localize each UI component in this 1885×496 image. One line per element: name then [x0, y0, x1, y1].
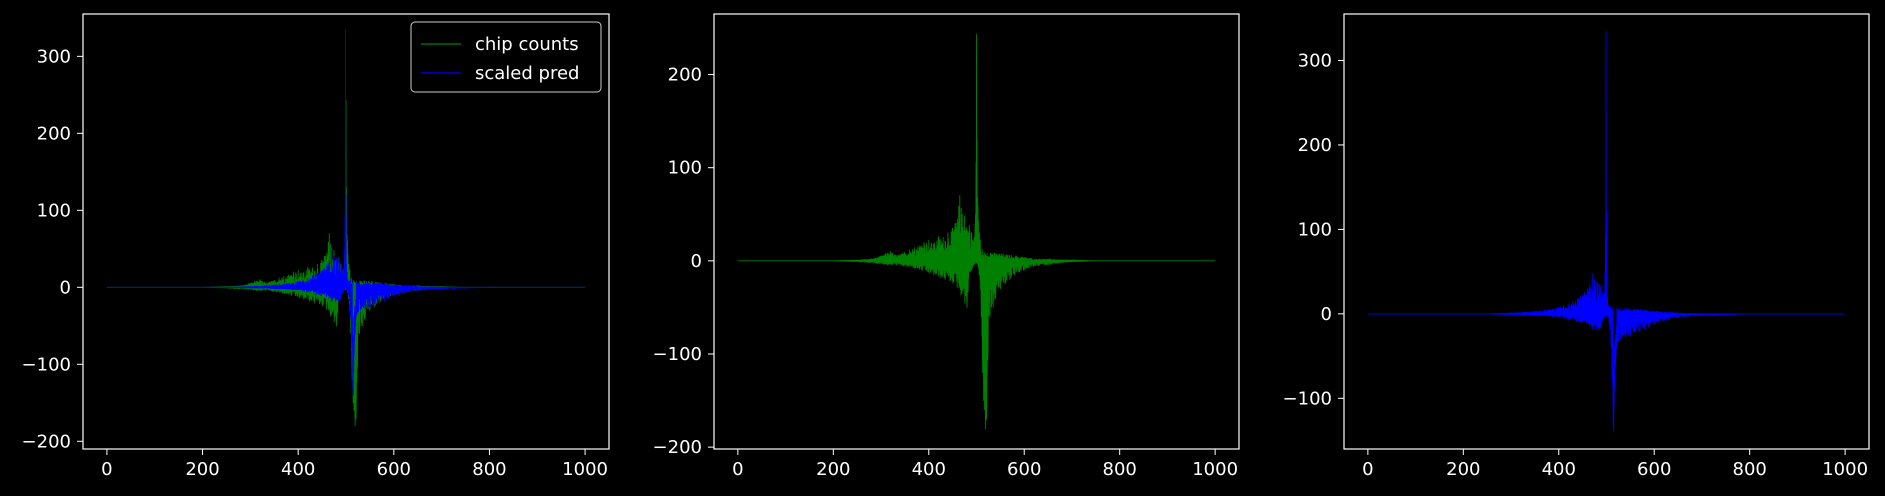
legend-box: [410, 21, 602, 93]
x-tick-label: 600: [377, 459, 411, 480]
legend-label: scaled pred: [475, 63, 579, 84]
y-tick-label: 100: [1298, 219, 1332, 240]
x-tick-label: 200: [1446, 459, 1480, 480]
y-tick-label: 0: [60, 277, 71, 298]
x-tick-label: 1000: [562, 459, 608, 480]
y-tick-label: −200: [22, 431, 71, 452]
y-tick-label: −100: [22, 354, 71, 375]
y-tick-label: 100: [668, 158, 702, 179]
x-tick-label: 800: [472, 459, 506, 480]
y-tick-label: 0: [691, 251, 702, 272]
y-tick-label: −100: [1283, 388, 1332, 409]
x-tick-label: 400: [912, 459, 946, 480]
x-tick-label: 400: [281, 459, 315, 480]
x-tick-label: 0: [732, 459, 743, 480]
axes-frame: [82, 13, 610, 450]
x-tick-label: 200: [816, 459, 850, 480]
y-tick-label: 200: [1298, 135, 1332, 156]
axes-frame: [1343, 13, 1870, 450]
y-tick-label: 200: [668, 65, 702, 86]
x-tick-label: 800: [1733, 459, 1767, 480]
y-tick-label: −200: [653, 437, 702, 458]
subplot-1: 0 200 400 600 800 1000 −200 −100 0 100 200 300 chip …: [22, 13, 610, 480]
x-tick-label: 600: [1007, 459, 1041, 480]
series-line-scaled-pred: [106, 29, 586, 396]
x-tick-label: 0: [101, 459, 112, 480]
x-tick-label: 1000: [1822, 459, 1868, 480]
series-line-chip: [737, 34, 1216, 429]
legend-label: chip counts: [475, 34, 579, 55]
axes-frame: [713, 13, 1240, 450]
subplot-2: 0 200 400 600 800 1000 −200 −100 0 100 200: [653, 13, 1240, 480]
y-tick-label: 100: [37, 200, 71, 221]
y-tick-label: 0: [1321, 304, 1332, 325]
y-tick-label: −100: [653, 344, 702, 365]
legend: chip counts scaled pred: [410, 21, 602, 93]
y-tick-label: 300: [1298, 50, 1332, 71]
x-tick-label: 200: [185, 459, 219, 480]
subplot-3: 0 200 400 600 800 1000 −100 0 100 200 300: [1283, 13, 1870, 480]
x-tick-label: 0: [1362, 459, 1373, 480]
series-line-pred: [1367, 31, 1846, 433]
y-tick-label: 300: [37, 46, 71, 67]
x-tick-label: 600: [1637, 459, 1671, 480]
x-tick-label: 400: [1542, 459, 1576, 480]
y-tick-label: 200: [37, 123, 71, 144]
x-tick-label: 800: [1103, 459, 1137, 480]
x-tick-label: 1000: [1192, 459, 1238, 480]
